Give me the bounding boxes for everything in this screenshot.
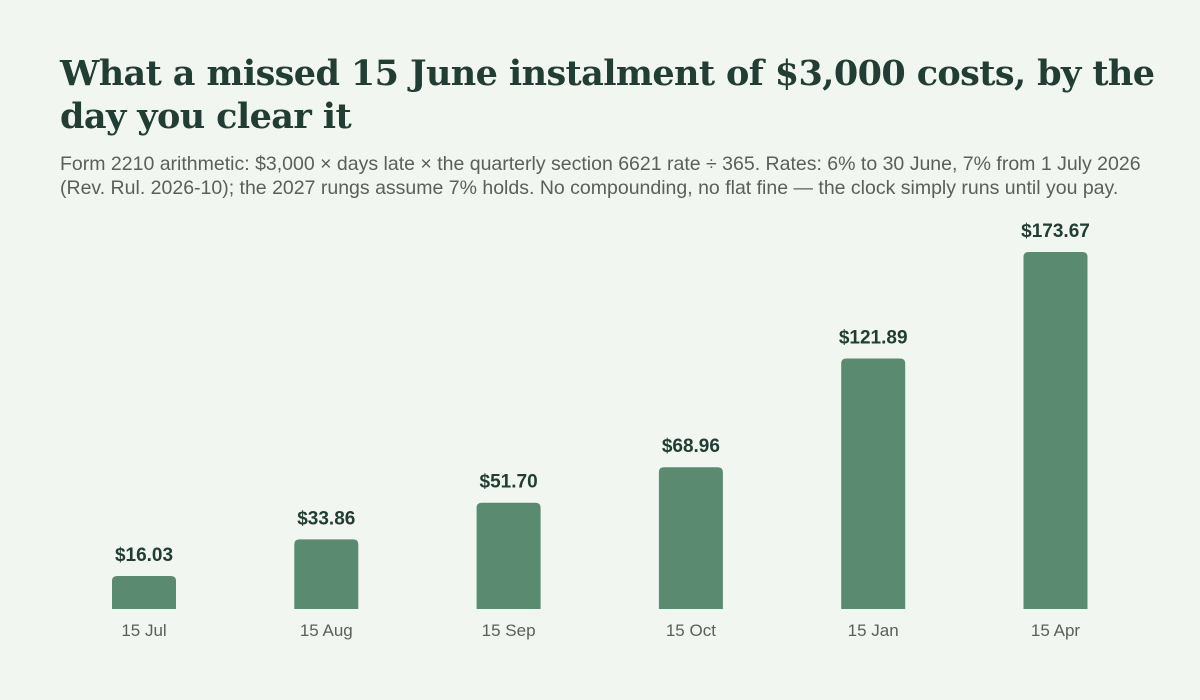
x-tick-label: 15 Oct bbox=[666, 621, 716, 640]
bar-value-label: $51.70 bbox=[480, 472, 538, 493]
bar-value-label: $121.89 bbox=[839, 327, 908, 348]
chart-subtitle: Form 2210 arithmetic: $3,000 × days late… bbox=[60, 153, 1141, 199]
chart-title: What a missed 15 June instalment of $3,0… bbox=[60, 53, 1155, 137]
bar-value-label: $33.86 bbox=[297, 508, 355, 529]
x-tick-label: 15 Sep bbox=[482, 621, 536, 640]
bar-15-sep bbox=[476, 502, 541, 609]
x-tick-label: 15 Jan bbox=[848, 621, 899, 640]
bar-value-label: $68.96 bbox=[662, 436, 720, 457]
bar-15-jan bbox=[841, 358, 906, 609]
x-tick-label: 15 Aug bbox=[300, 621, 353, 640]
x-tick-label: 15 Jul bbox=[121, 621, 166, 640]
bar-15-jul bbox=[112, 576, 176, 609]
bar-15-aug bbox=[294, 539, 359, 609]
x-tick-label: 15 Apr bbox=[1031, 621, 1080, 640]
bar-value-label: $16.03 bbox=[115, 545, 173, 566]
bar-15-oct bbox=[658, 467, 723, 609]
bar-value-label: $173.67 bbox=[1021, 221, 1090, 242]
bar-15-apr bbox=[1023, 252, 1088, 609]
